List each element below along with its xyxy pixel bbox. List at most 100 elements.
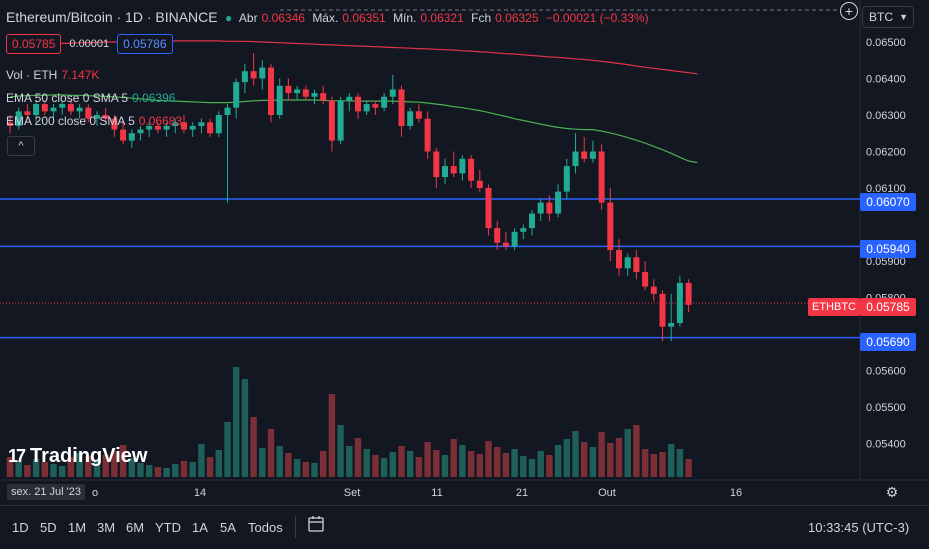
volume-bar xyxy=(172,464,179,477)
volume-bar xyxy=(15,461,22,477)
ema50-label: EMA 50 close 0 SMA 5 xyxy=(6,91,129,105)
high-value: 0.06351 xyxy=(342,11,386,25)
candle-body xyxy=(50,107,57,112)
volume-bar xyxy=(337,425,344,477)
ema200-legend[interactable]: EMA 200 close 0 SMA 5 0.06683 xyxy=(6,114,186,128)
candle-body xyxy=(215,115,222,134)
low-label: Mín. xyxy=(393,11,417,25)
candle-body xyxy=(581,151,588,159)
volume-bar xyxy=(398,446,405,477)
candle-body xyxy=(572,151,579,167)
volume-bar xyxy=(76,453,83,477)
candle-body xyxy=(94,115,100,119)
volume-bar xyxy=(354,438,362,477)
volume-bar xyxy=(459,445,466,477)
tradingview-logo[interactable]: 17 TradingView xyxy=(8,445,147,468)
volume-bar xyxy=(93,460,101,477)
volume-bar xyxy=(415,457,423,477)
hline-price-tag-1[interactable]: 0.06070 xyxy=(860,193,916,211)
timeframe-ytd[interactable]: YTD xyxy=(155,520,181,535)
volume-bar xyxy=(441,455,449,477)
buy-price-button[interactable]: 0.05786 xyxy=(117,34,173,54)
timeframe-1m[interactable]: 1M xyxy=(68,520,87,535)
volume-bar xyxy=(554,445,562,477)
volume-bar xyxy=(676,449,684,477)
time-tick-label: Out xyxy=(598,487,616,499)
hline-price-tag-2[interactable]: 0.05940 xyxy=(860,240,916,258)
candle-body xyxy=(154,125,161,130)
timeframe-5d[interactable]: 5D xyxy=(40,520,57,535)
timeframe-1a[interactable]: 1A xyxy=(192,520,208,535)
volume-bar xyxy=(668,444,675,477)
volume-legend[interactable]: Vol · ETH 7.147K xyxy=(6,68,103,82)
volume-bar xyxy=(111,451,118,477)
candle-body xyxy=(398,89,405,126)
candle-body xyxy=(346,96,353,101)
candle-body xyxy=(598,151,605,203)
volume-bar xyxy=(607,443,614,477)
candle-body xyxy=(67,104,74,112)
candle-body xyxy=(589,151,596,159)
ema50-legend[interactable]: EMA 50 close 0 SMA 5 0.06396 xyxy=(6,91,179,105)
candle-body xyxy=(468,158,475,181)
volume-bar xyxy=(511,449,518,477)
clock-timezone[interactable]: 10:33:45 (UTC-3) xyxy=(808,520,910,535)
candle-body xyxy=(172,122,179,126)
volume-bar xyxy=(641,449,649,477)
price-tick-label: 0.05400 xyxy=(866,439,906,451)
volume-bar xyxy=(250,417,257,477)
volume-bar xyxy=(485,441,492,477)
candle-body xyxy=(546,202,553,214)
candle-body xyxy=(207,122,214,134)
candle-body xyxy=(372,104,379,108)
chart-canvas[interactable]: 0.06500 0.06400 0.06300 0.06200 0.06100 0.059… xyxy=(0,0,929,505)
volume-bar xyxy=(241,379,249,477)
volume-bar xyxy=(389,452,396,477)
collapse-legend-button[interactable]: ^ xyxy=(7,136,35,156)
volume-bar xyxy=(528,459,536,477)
settings-gear-icon[interactable]: ⚙ xyxy=(885,484,899,500)
volume-bar xyxy=(380,458,388,477)
timeframe-3m[interactable]: 3M xyxy=(97,520,116,535)
volume-bar xyxy=(581,442,588,477)
timeframe-6m[interactable]: 6M xyxy=(126,520,145,535)
timeframe-todos[interactable]: Todos xyxy=(248,520,283,535)
candle-body xyxy=(328,100,335,141)
candle-body xyxy=(198,122,205,126)
volume-bar xyxy=(467,451,475,477)
candle-body xyxy=(433,151,440,178)
candle-body xyxy=(563,166,570,192)
candle-body xyxy=(137,129,144,134)
candle-body xyxy=(407,111,414,126)
volume-bar xyxy=(311,463,318,477)
tradingview-logo-text: TradingView xyxy=(30,445,148,467)
candle-body xyxy=(633,257,640,272)
add-plus-icon[interactable]: + xyxy=(840,2,858,20)
bid-ask-row: 0.05785 0.00001 0.05786 xyxy=(6,34,173,54)
timeframe-5a[interactable]: 5A xyxy=(220,520,236,535)
candle-body xyxy=(24,111,31,115)
volume-bar xyxy=(137,463,144,477)
candle-body xyxy=(520,228,527,232)
timeframe-1d[interactable]: 1D xyxy=(12,520,29,535)
volume-bar xyxy=(198,444,205,477)
sell-price-button[interactable]: 0.05785 xyxy=(6,34,62,54)
symbol-title[interactable]: Ethereum/Bitcoin · 1D · BINANCE xyxy=(6,9,218,25)
candle-body xyxy=(485,188,492,229)
volume-bar xyxy=(363,449,370,477)
currency-select-value: BTC xyxy=(869,10,893,24)
price-tick-label: 0.06200 xyxy=(866,147,906,159)
candle-body xyxy=(502,242,509,247)
candle-body xyxy=(181,122,187,130)
candle-body xyxy=(494,228,501,243)
volume-bar xyxy=(624,429,631,477)
date-range-calendar-icon[interactable] xyxy=(307,515,325,533)
candle-body xyxy=(59,104,66,108)
volume-bar xyxy=(450,439,457,477)
candle-body xyxy=(555,191,562,214)
candle-body xyxy=(624,257,631,269)
candle-body xyxy=(424,118,431,152)
price-tick-label: 0.06400 xyxy=(866,74,906,86)
hline-price-tag-3[interactable]: 0.05690 xyxy=(860,333,916,351)
currency-select[interactable]: BTC ▼ xyxy=(862,6,914,28)
